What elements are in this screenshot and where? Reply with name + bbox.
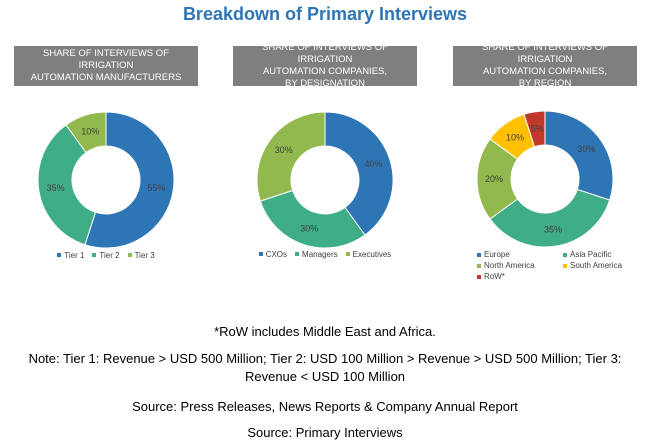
main-title: Breakdown of Primary Interviews: [182, 4, 468, 24]
slice-label: 5%: [531, 124, 544, 134]
legend-label: North America: [484, 261, 535, 270]
donut-slice-asia-pacific: [489, 188, 611, 248]
chart-title-panel: SHARE OF INTERVIEWS OF IRRIGATION AUTOMA…: [453, 42, 637, 89]
secondary-source: Source: Press Releases, News Reports & C…: [132, 399, 518, 414]
donut-slice-tier-2: [37, 124, 97, 246]
legend-item: Tier 1: [57, 251, 84, 260]
legend-item: Managers: [295, 250, 338, 259]
legend-swatch: [477, 274, 481, 279]
legend-item: Europe: [477, 250, 555, 259]
legend-swatch: [563, 252, 567, 257]
legend-label: CXOs: [265, 249, 288, 259]
donut-slice-europe: [544, 110, 614, 201]
slice-label: 10%: [506, 133, 524, 143]
tier-footnote: Note: Tier 1: Revenue > USD 500 Million;…: [28, 351, 622, 384]
legend-label: Tier 3: [134, 250, 155, 260]
chart-title: SHARE OF INTERVIEWS OF IRRIGATION AUTOMA…: [262, 42, 388, 89]
row-footnote: *RoW includes Middle East and Africa.: [214, 324, 436, 339]
chart-title-panel: SHARE OF INTERVIEWS OF IRRIGATION AUTOMA…: [233, 42, 417, 89]
legend-item: CXOs: [258, 249, 288, 259]
donut-chart: 40% 30% 30%: [256, 111, 394, 248]
legend-item: North America: [477, 261, 555, 270]
legend-label: Managers: [302, 249, 338, 259]
chart-title: SHARE OF INTERVIEWS OF IRRIGATION AUTOMA…: [482, 42, 608, 89]
legend-item: Tier 2: [92, 250, 120, 260]
chart-panel-designation: SHARE OF INTERVIEWS OF IRRIGATION AUTOMA…: [233, 42, 417, 298]
legend-label: Tier 2: [99, 250, 120, 260]
legend-swatch: [258, 252, 263, 256]
chart-legend: Tier 1 Tier 2 Tier 3: [14, 250, 198, 262]
donut-slice-tier-1: [84, 111, 175, 248]
legend-item: RoW*: [477, 272, 555, 281]
legend-item: Tier 3: [127, 250, 155, 260]
legend-item: South America: [563, 261, 641, 270]
slice-label: 30%: [275, 145, 293, 155]
legend-swatch: [477, 252, 481, 257]
donut-chart: 55% 35% 10%: [37, 111, 175, 248]
legend-swatch: [295, 252, 300, 256]
donut-slice-managers: [259, 189, 366, 248]
slice-label: 35%: [47, 183, 65, 193]
legend-label: Executives: [352, 249, 392, 259]
donut-slice-tier-3: [65, 111, 107, 154]
slice-label: 55%: [147, 183, 165, 193]
legend-item: Executives: [345, 249, 392, 259]
legend-swatch: [92, 253, 97, 257]
primary-source: Source: Primary Interviews: [247, 425, 403, 440]
donut-chart: 30% 35% 20% 10% 5%: [476, 110, 614, 248]
legend-label: Europe: [484, 250, 510, 259]
slice-label: 30%: [300, 224, 318, 234]
chart-legend: CXOs Managers Executives: [233, 249, 417, 261]
legend-label: Tier 1: [64, 250, 85, 260]
chart-legend: Europe Asia Pacific North America South Ame…: [453, 250, 637, 283]
slice-label: 35%: [544, 224, 562, 234]
legend-swatch: [563, 263, 567, 268]
legend-label: Asia Pacific: [570, 250, 612, 259]
donut-slice-executives: [256, 111, 326, 202]
legend-label: South America: [570, 261, 623, 270]
chart-panel-region: SHARE OF INTERVIEWS OF IRRIGATION AUTOMA…: [453, 42, 637, 298]
slice-label: 20%: [485, 174, 503, 184]
slice-label: 40%: [364, 159, 382, 169]
legend-swatch: [57, 253, 62, 257]
legend-label: RoW*: [484, 272, 505, 281]
slice-label: 30%: [577, 144, 595, 154]
legend-swatch: [477, 263, 481, 268]
legend-swatch: [127, 253, 132, 257]
legend-swatch: [345, 252, 350, 256]
chart-title-panel: SHARE OF INTERVIEWS OF IRRIGATION AUTOMA…: [14, 46, 198, 86]
legend-item: Asia Pacific: [563, 250, 641, 259]
chart-panel-manufacturers: SHARE OF INTERVIEWS OF IRRIGATION AUTOMA…: [14, 46, 198, 298]
donut-slice-cxos: [324, 111, 394, 236]
donut-slice-row: [523, 110, 546, 148]
chart-title: SHARE OF INTERVIEWS OF IRRIGATION AUTOMA…: [30, 48, 182, 83]
slice-label: 10%: [81, 126, 99, 136]
